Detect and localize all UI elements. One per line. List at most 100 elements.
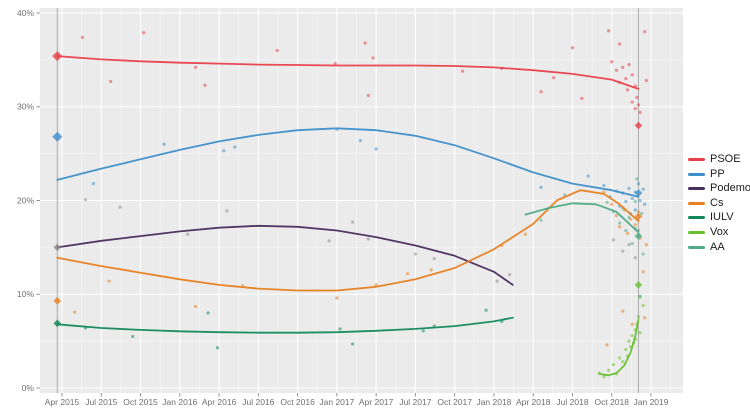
poll-point-podemos: [186, 232, 190, 236]
y-tick-label: 40%: [17, 8, 34, 18]
poll-point-pp: [233, 145, 237, 149]
poll-point-aa: [635, 177, 639, 181]
poll-point-cs: [625, 231, 630, 235]
poll-point-vox: [636, 315, 641, 319]
legend-item-cs: Cs: [688, 196, 750, 209]
legend-label: PP: [710, 167, 725, 180]
poll-point-psoe: [614, 68, 619, 72]
x-tick-label: Apr 2018: [516, 397, 551, 407]
poll-point-vox: [641, 303, 645, 308]
poll-point-podemos: [508, 272, 512, 277]
poll-point-psoe: [633, 107, 637, 111]
poll-point-vox: [621, 360, 625, 364]
result-diamond-pp: [52, 131, 63, 142]
poll-point-psoe: [539, 90, 543, 94]
legend-swatch-icon: [688, 187, 705, 191]
poll-point-pp: [222, 149, 226, 153]
poll-point-podemos: [327, 239, 331, 243]
trend-line-pp: [56, 127, 640, 198]
y-tick-label: 30%: [17, 102, 34, 112]
poll-point-aa: [627, 215, 631, 219]
poll-point-vox: [624, 347, 628, 352]
trend-line-psoe: [56, 55, 640, 90]
poll-point-vox: [627, 339, 631, 343]
poll-point-cs: [614, 213, 619, 218]
poll-point-psoe: [203, 83, 207, 87]
y-tick-label: 10%: [17, 289, 34, 299]
x-tick-label: Jul 2017: [399, 397, 431, 407]
poll-point-psoe: [630, 100, 634, 104]
poll-point-cs: [617, 225, 622, 229]
x-tick-label: Jul 2015: [85, 397, 117, 407]
poll-point-cs: [405, 272, 410, 276]
poll-point-iulv: [131, 334, 135, 339]
poll-point-pp: [624, 199, 628, 204]
poll-point-cs: [636, 210, 641, 214]
poll-point-psoe: [193, 65, 198, 69]
poll-point-cs: [621, 309, 625, 313]
poll-point-psoe: [109, 79, 113, 84]
legend-item-iulv: IULV: [688, 212, 750, 223]
x-tick-label: Oct 2015: [123, 397, 158, 407]
poll-point-podemos: [627, 242, 631, 247]
x-tick-label: Jul 2016: [242, 397, 274, 407]
poll-point-podemos: [633, 256, 637, 260]
poll-point-psoe: [627, 62, 631, 67]
poll-point-cs: [523, 232, 527, 236]
poll-point-psoe: [621, 65, 625, 69]
poll-point-aa: [605, 200, 609, 204]
legend-label: Vox: [710, 225, 729, 238]
result-diamond-psoe: [634, 121, 643, 130]
poll-point-psoe: [580, 96, 584, 100]
poll-point-pp: [539, 185, 543, 189]
y-tick-label: 20%: [17, 195, 34, 205]
poll-point-cs: [643, 316, 647, 320]
poll-point-podemos: [413, 252, 418, 256]
poll-point-vox: [638, 331, 642, 335]
poll-point-psoe: [643, 30, 647, 34]
legend-label: Cs: [710, 196, 724, 209]
poll-point-psoe: [570, 46, 575, 50]
legend-label: PSOE: [710, 153, 741, 165]
x-tick-label: Jan 2016: [162, 397, 197, 407]
poll-point-psoe: [371, 56, 375, 60]
poll-point-psoe: [363, 41, 367, 45]
poll-point-cs: [429, 268, 433, 272]
poll-point-psoe: [460, 69, 465, 73]
poll-point-cs: [107, 279, 111, 283]
poll-point-iulv: [206, 311, 210, 315]
poll-point-psoe: [80, 35, 85, 39]
result-diamond-pp: [634, 189, 643, 197]
legend-label: AA: [710, 240, 725, 253]
trend-line-vox: [598, 318, 640, 377]
poll-point-psoe: [617, 42, 622, 46]
poll-point-cs: [374, 283, 378, 287]
legend-swatch-icon: [688, 230, 705, 234]
legend-swatch-icon: [688, 172, 705, 176]
poll-point-psoe: [625, 88, 630, 92]
poll-point-cs: [605, 343, 609, 347]
x-tick-label: Jan 2018: [476, 397, 511, 407]
poll-point-podemos: [621, 249, 625, 253]
poll-point-aa: [624, 228, 628, 233]
legend-item-pp: PP: [688, 167, 750, 180]
x-tick-label: Oct 2016: [280, 397, 315, 407]
legend-swatch-icon: [688, 201, 705, 205]
x-tick-label: Apr 2015: [45, 397, 80, 407]
poll-point-aa: [630, 242, 634, 246]
poll-point-pp: [641, 187, 645, 191]
poll-point-podemos: [611, 238, 615, 242]
poll-point-podemos: [366, 237, 370, 241]
legend-item-aa: AA: [688, 240, 750, 253]
poll-point-podemos: [495, 279, 499, 283]
poll-point-psoe: [635, 95, 639, 99]
poll-point-psoe: [638, 110, 642, 114]
poll-point-cs: [630, 322, 634, 326]
poll-point-vox: [630, 333, 634, 338]
legend-label: IULV: [710, 211, 734, 224]
poll-point-pp: [586, 174, 590, 178]
poll-point-podemos: [432, 257, 436, 261]
poll-point-pp: [633, 208, 637, 212]
poll-point-aa: [639, 212, 644, 216]
